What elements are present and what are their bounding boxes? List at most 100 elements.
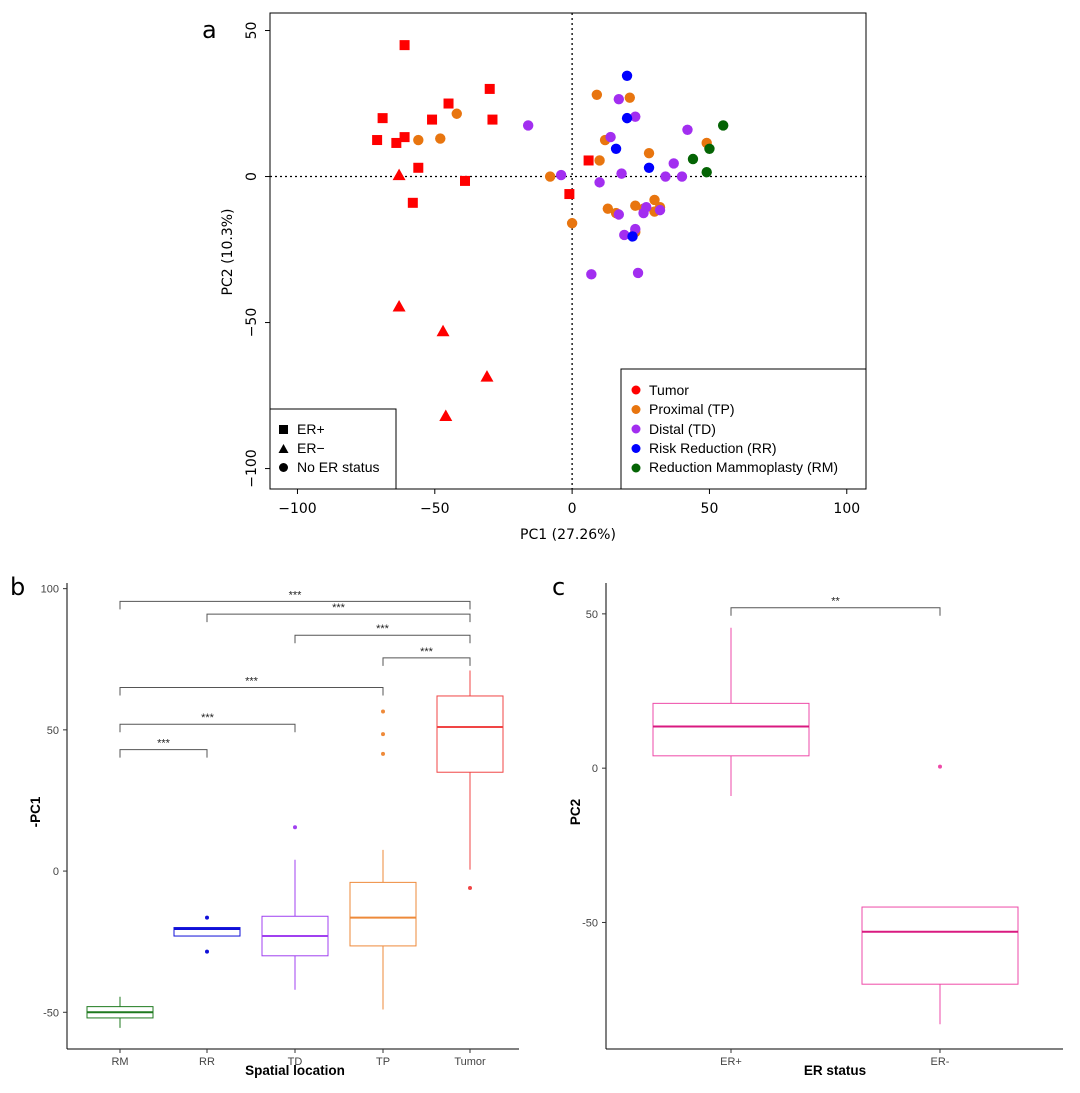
point-td-circle xyxy=(619,229,630,241)
point-tp-circle xyxy=(413,134,424,146)
legend-label-rr: Risk Reduction (RR) xyxy=(649,440,777,456)
outlier-rr xyxy=(205,949,209,954)
box-er xyxy=(861,906,1019,985)
legend-er-negative: ER− xyxy=(297,440,325,456)
x-tick-label: TP xyxy=(376,1056,390,1068)
y-tick-label: 50 xyxy=(586,609,598,621)
outlier-rr xyxy=(205,915,209,920)
shape-legend-box xyxy=(269,408,397,490)
point-td-circle xyxy=(660,171,671,182)
panel-c-y-axis-label: PC2 xyxy=(568,799,583,825)
significance-bracket xyxy=(119,686,384,696)
panel-c-label: c xyxy=(552,573,565,601)
point-tp-circle xyxy=(435,133,446,144)
point-tumor-square xyxy=(427,114,438,125)
point-tumor-square xyxy=(391,137,402,148)
outlier-tp xyxy=(381,751,385,756)
point-td-circle xyxy=(594,177,605,188)
panel-c: c 50 0 -50 ER+ ER- ** ER status PC2 xyxy=(552,573,1063,1078)
panel-b-axis-ticks: 100 50 0 -50 RM RR TD TP Tumor xyxy=(41,584,486,1068)
point-rr-circle xyxy=(610,143,622,154)
y-tick-label: 0 xyxy=(244,172,260,181)
point-tumor-square xyxy=(484,83,495,94)
point-tumor-square xyxy=(377,113,388,124)
outlier-tp xyxy=(381,709,385,714)
x-tick-label: −50 xyxy=(420,501,450,517)
point-tumor-triangle xyxy=(436,324,450,337)
point-td-circle xyxy=(641,201,652,213)
point-rr-circle xyxy=(643,162,655,173)
significance-label: *** xyxy=(376,623,390,635)
legend-er-positive: ER+ xyxy=(297,421,325,437)
y-tick-label: 0 xyxy=(592,763,598,775)
x-tick-label: TD xyxy=(288,1056,303,1068)
point-rr-circle xyxy=(621,112,633,124)
outlier-er xyxy=(938,764,942,769)
point-td-circle xyxy=(605,131,616,143)
point-rr-circle xyxy=(627,231,638,242)
significance-label: *** xyxy=(332,602,346,614)
x-tick-label: 50 xyxy=(701,501,719,517)
x-tick-label: −100 xyxy=(278,501,316,517)
point-tp-circle xyxy=(451,108,462,119)
outlier-tumor xyxy=(468,886,472,891)
legend-marker-tp xyxy=(631,405,641,414)
panel-a-points xyxy=(372,40,729,421)
point-tumor-square xyxy=(583,155,594,166)
panel-a: a −100 −50 0 50 100 50 0 −50 −100 PC1 (27.26%) P… xyxy=(202,12,867,543)
point-tumor-triangle xyxy=(392,168,406,181)
legend-label-tp: Proximal (TP) xyxy=(649,401,735,417)
point-td-circle xyxy=(654,204,666,216)
point-td-circle xyxy=(682,124,693,136)
panel-b-x-axis-label: Spatial location xyxy=(245,1063,345,1078)
panel-a-axis-ticks: −100 −50 0 50 100 50 0 −50 −100 xyxy=(244,22,860,517)
point-tumor-square xyxy=(399,132,410,143)
significance-bracket xyxy=(294,634,471,644)
y-tick-label: -50 xyxy=(43,1007,59,1019)
y-tick-label: 50 xyxy=(47,725,59,737)
point-td-circle xyxy=(522,120,534,131)
legend-marker-rr xyxy=(631,444,641,453)
y-tick-label: -50 xyxy=(582,917,598,929)
x-tick-label: 0 xyxy=(568,501,577,517)
point-td-circle xyxy=(676,171,688,182)
y-tick-label: 50 xyxy=(244,22,260,40)
x-tick-label: RR xyxy=(199,1056,215,1068)
outlier-tp xyxy=(381,732,385,737)
significance-label: ** xyxy=(831,596,840,608)
significance-bracket xyxy=(730,607,941,616)
point-tp-circle xyxy=(630,200,641,211)
panel-b-boxes xyxy=(86,670,504,1028)
point-td-circle xyxy=(632,267,644,279)
x-tick-label: RM xyxy=(111,1056,128,1068)
significance-bracket xyxy=(206,613,471,623)
significance-label: *** xyxy=(245,675,259,687)
y-tick-label: 100 xyxy=(41,584,59,596)
box-er xyxy=(652,702,810,757)
point-tumor-square xyxy=(564,189,575,200)
significance-label: *** xyxy=(201,712,215,724)
color-legend-box xyxy=(620,368,867,490)
significance-bracket xyxy=(382,657,471,666)
point-tp-circle xyxy=(649,194,660,206)
significance-bracket xyxy=(119,600,471,610)
point-tumor-square xyxy=(407,197,418,208)
point-rr-circle xyxy=(621,70,633,81)
point-tp-circle xyxy=(591,89,603,100)
legend-label-td: Distal (TD) xyxy=(649,421,716,437)
x-tick-label: Tumor xyxy=(454,1056,486,1068)
point-rm-circle xyxy=(704,143,715,154)
box-tumor xyxy=(436,695,504,773)
panel-a-x-axis-label: PC1 (27.26%) xyxy=(520,527,616,543)
point-tumor-triangle xyxy=(480,370,494,382)
panel-b-y-axis-label: -PC1 xyxy=(28,796,43,827)
panel-c-x-axis-label: ER status xyxy=(804,1063,866,1078)
point-tp-circle xyxy=(643,147,655,159)
point-tumor-square xyxy=(413,162,424,173)
legend-circle-marker xyxy=(279,463,288,472)
y-tick-label: −50 xyxy=(244,308,260,338)
point-rm-circle xyxy=(717,120,729,131)
point-tp-circle xyxy=(544,171,556,182)
